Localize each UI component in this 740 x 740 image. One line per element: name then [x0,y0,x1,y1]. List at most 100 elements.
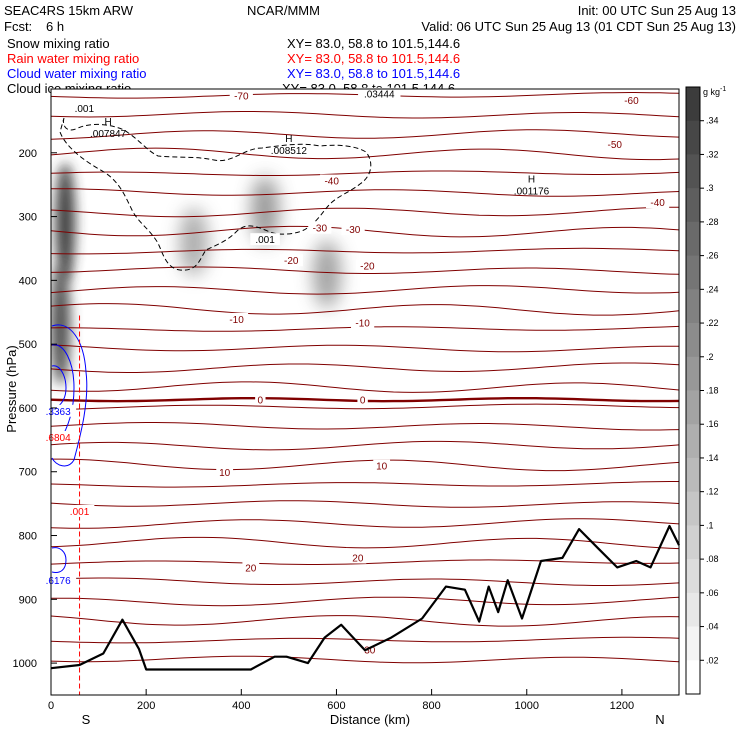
label-knockout [64,504,95,517]
isotherm [51,188,679,197]
isotherm [51,247,679,255]
colorbar-tick-label: .14 [706,453,719,463]
label-knockout [255,393,266,406]
colorbar-tick-label: .04 [706,622,719,632]
label-knockout [229,89,253,102]
colorbar-tick-label: .24 [706,284,719,294]
label-knockout [351,316,375,329]
colorbar-tick-label: .08 [706,554,719,564]
label-knockout [320,174,344,187]
plot-area: -70 -60 -50 -40 -40 -30 -30 -20 -20 -10 -10 0 0 10 10 2… [40,87,680,696]
label-knockout [357,393,368,406]
isotherm-label: 10 [376,462,388,473]
isotherm-label: 20 [352,553,364,564]
colorbar-tick-label: .3 [706,183,714,193]
isotherm [51,129,679,140]
isotherm [51,636,679,644]
x-tick-label: 0 [48,700,54,712]
colorbar-swatch [686,390,700,425]
cloud-water-contour-outer [51,324,88,467]
isotherm [51,303,679,316]
isotherm-label: -10 [229,315,244,326]
isotherm [51,170,679,176]
colorbar-tick-label: .16 [706,419,719,429]
isotherm [51,596,679,607]
isotherm [51,147,679,161]
colorbar: .34 .32 .3 .28 .26 .24 .22 .2 .18 .16 .14 .12 .1 .08.… [685,86,726,695]
label-knockout [308,221,332,234]
isotherm-label: 0 [258,395,264,406]
colorbar-tick-label: .18 [706,386,719,396]
field-name-snow: Snow mixing ratio [7,36,110,51]
isotherm [51,440,679,451]
isotherm-label: 10 [219,468,231,479]
label-knockout [69,101,100,114]
isotherm-label: -30 [346,225,361,236]
colorbar-swatch [686,154,700,189]
label-knockout [358,87,401,100]
mixing-ratio-label: .001 [255,235,275,246]
north-endpoint-label: N [655,712,664,727]
isotherm-label: -50 [608,140,623,151]
maximum-value-label: .001176 [514,187,550,198]
init-time: Init: 00 UTC Sun 25 Aug 13 [578,3,736,18]
y-tick-label: 700 [19,467,37,479]
y-axis-title: Pressure (hPa) [4,345,19,432]
colorbar-swatch [686,87,700,122]
valid-time: Valid: 06 UTC Sun 25 Aug 13 (01 CDT Sun … [421,19,736,34]
isotherm-label: -70 [234,92,249,103]
label-knockout [40,404,77,417]
label-knockout [645,196,670,209]
colorbar-swatch [686,289,700,324]
colorbar-swatch [686,323,700,358]
x-tick-label: 800 [422,700,440,712]
colorbar-tick-label: .28 [706,217,719,227]
isotherm [51,403,679,411]
isotherm [51,655,679,664]
isotherm [51,500,679,508]
hydrometeor-contours [51,117,372,695]
colorbar-swatch [686,559,700,594]
y-tick-label: 600 [19,403,37,415]
isotherm [51,577,679,586]
isotherm [51,381,679,393]
field-legend: Snow mixing ratio XY= 83.0, 58.8 to 101.… [7,36,460,96]
isotherm [51,615,679,627]
y-tick-label: 400 [19,275,37,287]
colorbar-swatch [686,660,700,695]
terrain-profile [50,524,680,671]
colorbar-tick-label: .34 [706,116,719,126]
x-axis: 0 200 400 600 800 1000 1200 [48,689,634,712]
y-tick-label: 500 [19,339,37,351]
colorbar-swatch [686,592,700,628]
y-tick-label: 900 [19,594,37,606]
maximum-value-label: .008512 [271,146,308,157]
colorbar-tick-label: .06 [706,588,719,598]
colorbar-swatch [686,626,700,661]
mixing-ratio-label: .6804 [46,433,71,444]
mixing-ratio-label: .03444 [364,90,395,101]
isotherm-label: -40 [324,176,339,187]
label-knockout [40,430,77,443]
isotherm-label: -40 [650,198,665,209]
label-knockout [216,466,234,479]
x-axis-title: Distance (km) [330,712,410,727]
isotherm-label: -10 [355,319,370,330]
label-knockout [349,551,367,564]
mixing-ratio-label: .001 [70,507,90,518]
maximum-marker: H [285,134,292,145]
cloud-water-contour-inner [51,365,67,409]
isotherm [51,362,679,373]
field-xy-snow: XY= 83.0, 58.8 to 101.5,144.6 [287,36,460,51]
label-knockout [355,259,379,272]
y-tick-label: 200 [19,148,37,160]
x-tick-label: 600 [327,700,345,712]
label-knockout [341,222,365,235]
cloud-water-contour-mid [51,344,75,441]
field-xy-rain: XY= 83.0, 58.8 to 101.5,144.6 [287,51,460,66]
label-knockout [250,233,280,246]
label-knockout [40,573,77,586]
forecast-label: Fcst: [4,19,32,34]
org-label: NCAR/MMM [247,3,320,18]
